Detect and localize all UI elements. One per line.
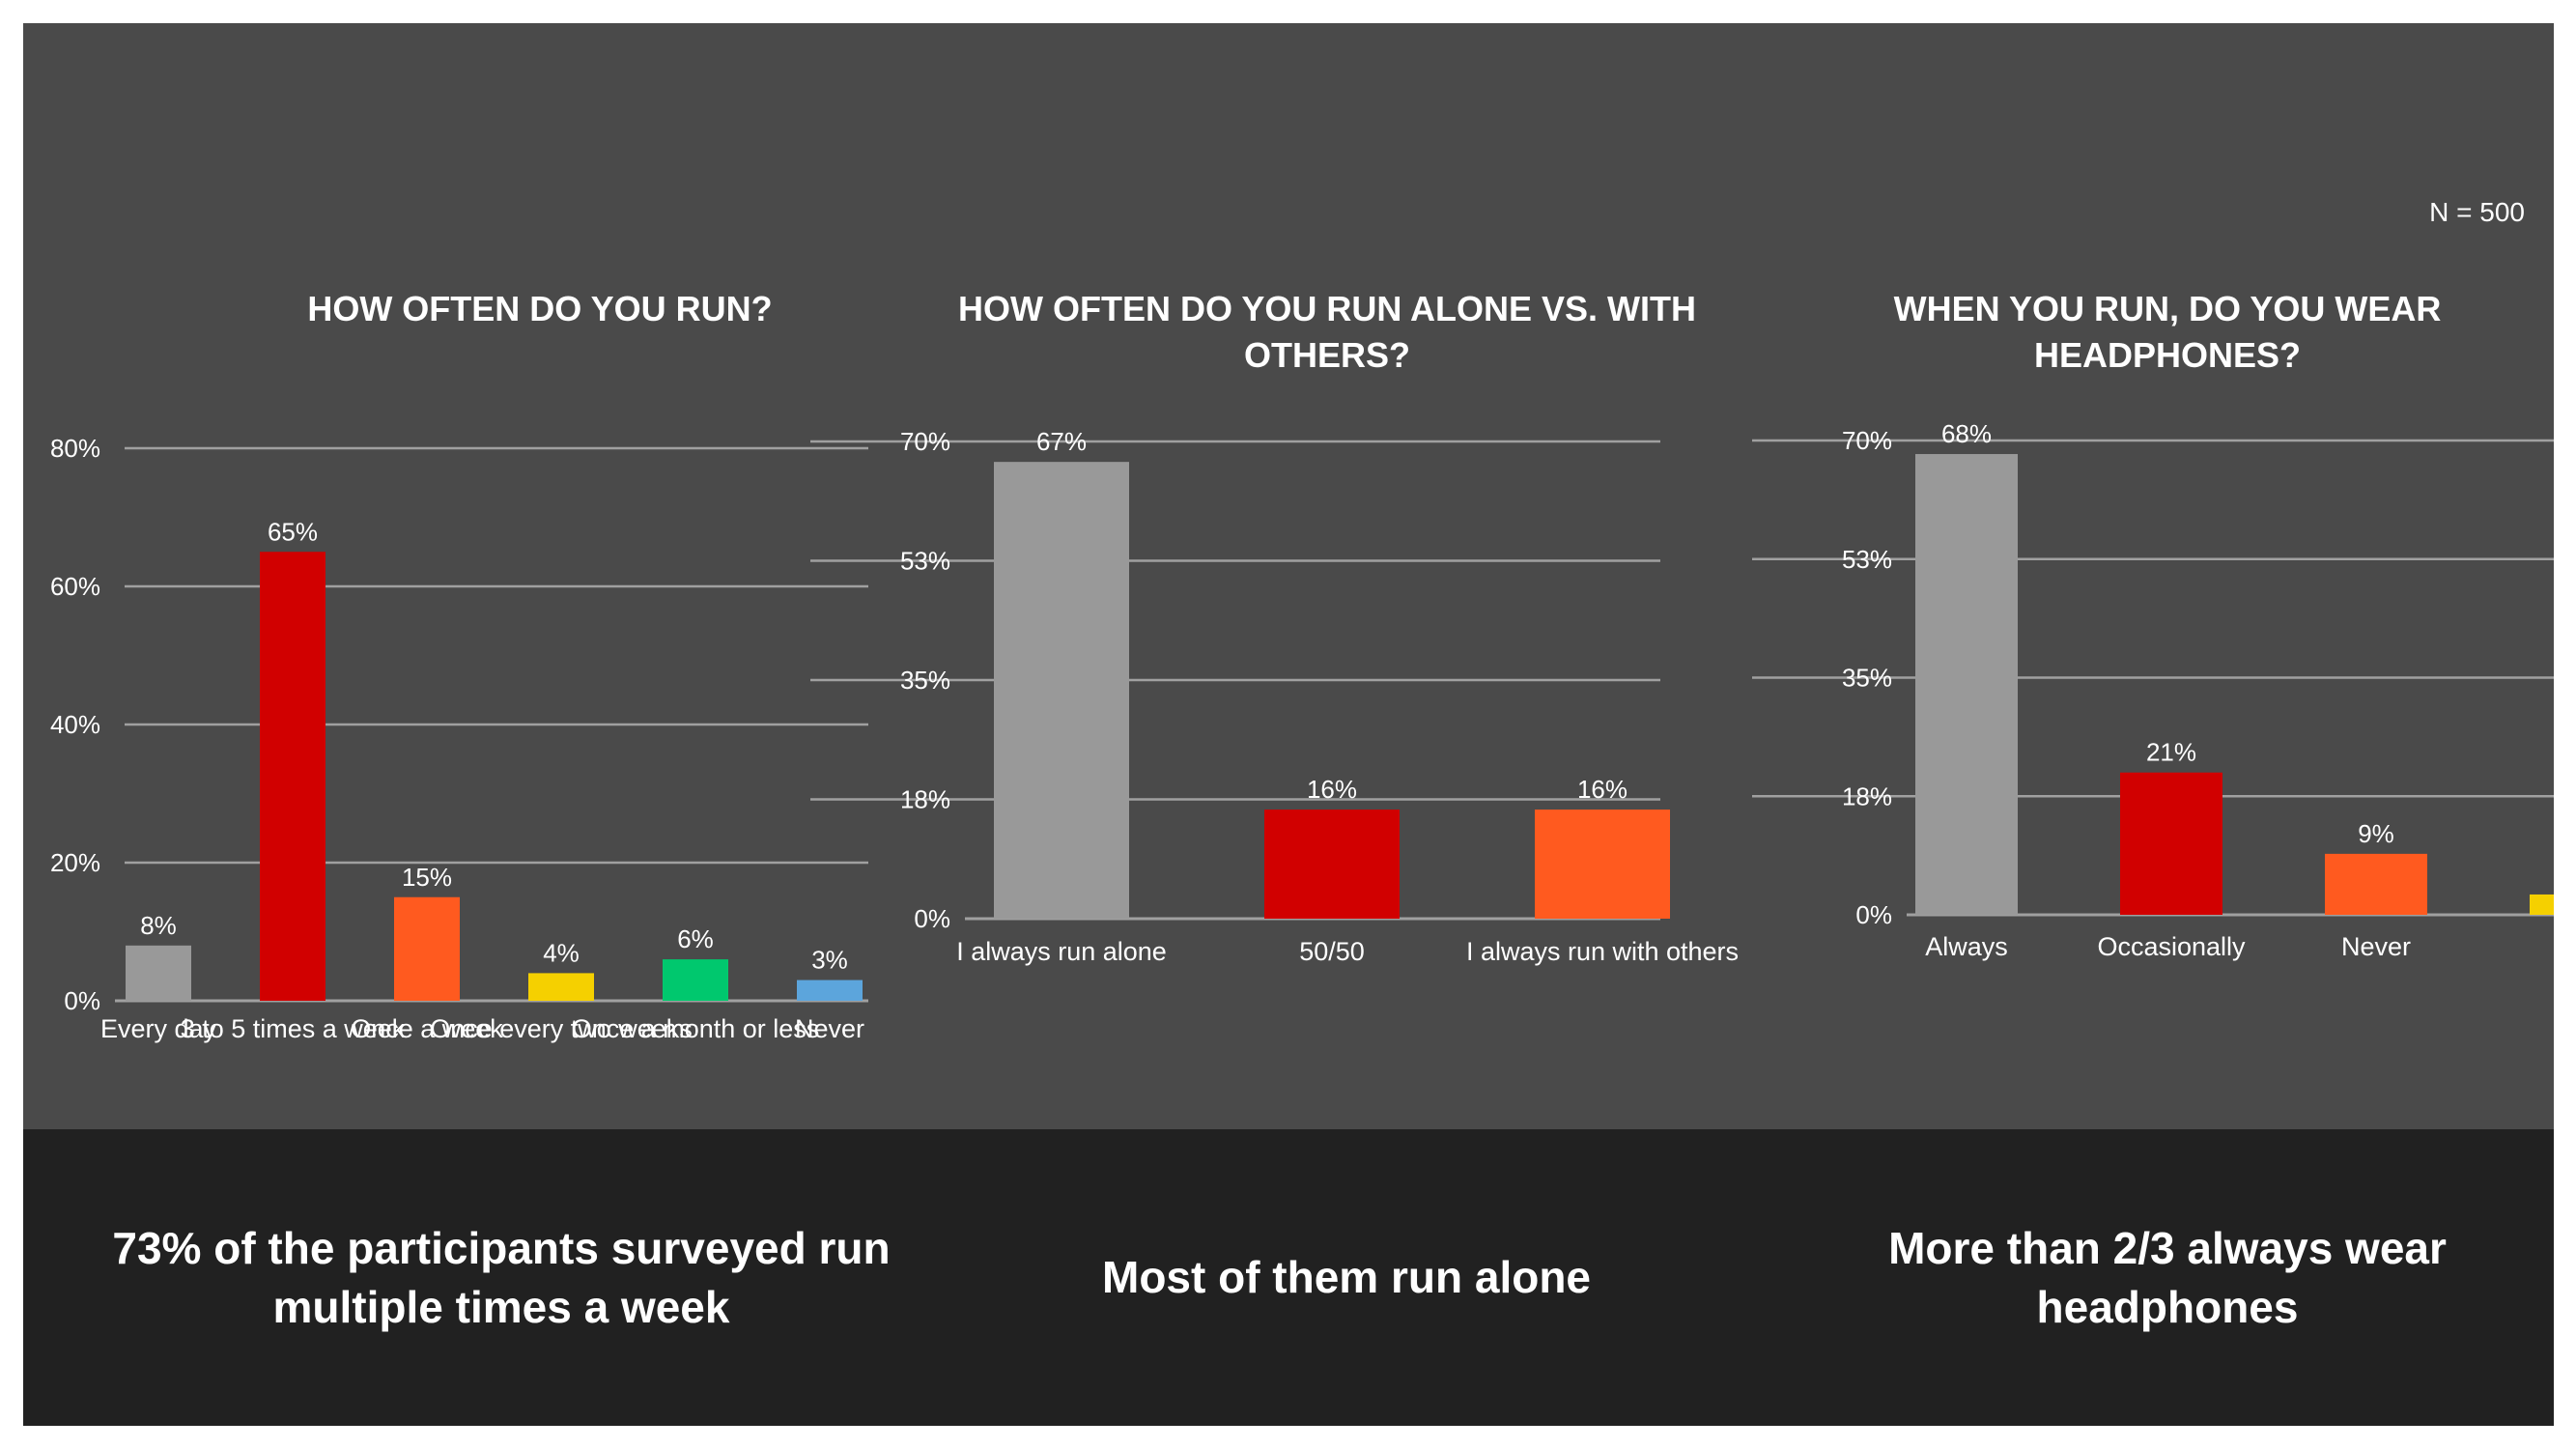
chart-1-bar xyxy=(126,945,191,1001)
chart-3-value-label: 9% xyxy=(2358,819,2394,848)
chart-1-value-label: 4% xyxy=(543,938,580,967)
chart-2-category-label: I always run alone xyxy=(956,937,1167,966)
chart-1-y-tick-label: 80% xyxy=(50,434,100,463)
chart-2-y-tick-label: 35% xyxy=(900,666,950,695)
charts-canvas: 0% 20% 40% 60% 80% 8% Every day 65% 3 to 5 times… xyxy=(50,419,2554,1043)
chart-3-category-label: Always xyxy=(1925,932,2008,961)
chart-3-y-tick-label: 53% xyxy=(1842,545,1892,574)
chart-1-y-tick-label: 0% xyxy=(64,986,100,1015)
chart-3-bar xyxy=(2325,853,2427,915)
chart-3-bar xyxy=(2530,894,2554,915)
chart-3-bar xyxy=(2120,772,2222,915)
chart-3-y-tick-label: 35% xyxy=(1842,664,1892,693)
chart-3-y-tick-label: 0% xyxy=(1855,900,1892,929)
chart-3-title: WHEN YOU RUN, DO YOU WEAR HEADPHONES? xyxy=(1893,289,2442,375)
chart-1-category-label: Once a month or less xyxy=(572,1014,820,1043)
chart-2-value-label: 16% xyxy=(1577,775,1628,804)
chart-1-bar xyxy=(663,959,728,1001)
chart-2-y-tick-label: 53% xyxy=(900,547,950,576)
chart-1-category-label: Once a week xyxy=(351,1014,503,1043)
chart-2-title: HOW OFTEN DO YOU RUN ALONE VS. WITH OTHE… xyxy=(958,289,1696,375)
chart-1-y-tick-label: 60% xyxy=(50,572,100,601)
chart-2-category-label: 50/50 xyxy=(1299,937,1365,966)
chart-1-category-label: 3 to 5 times a week xyxy=(181,1014,406,1043)
chart-3-y-tick-label: 18% xyxy=(1842,781,1892,810)
summary-band: 73% of the participants surveyed run mul… xyxy=(23,1129,2554,1426)
caption-headphones: More than 2/3 always wear headphones xyxy=(1888,1222,2447,1332)
chart-2-y-tick-label: 70% xyxy=(900,427,950,456)
sample-size-label: N = 500 xyxy=(2429,197,2525,227)
chart-2-value-label: 67% xyxy=(1036,427,1087,456)
chart-1-category-label: Once every two weeks xyxy=(430,1014,693,1043)
chart-1-value-label: 3% xyxy=(811,946,848,975)
chart-1-bar xyxy=(394,896,460,1001)
chart-1-value-label: 6% xyxy=(677,924,714,953)
chart-2-bar xyxy=(994,462,1129,919)
caption-run-frequency: 73% of the participants surveyed run mul… xyxy=(112,1222,891,1332)
chart-2-bar xyxy=(1535,810,1670,919)
chart-1-y-tick-label: 40% xyxy=(50,710,100,739)
chart-3-y-tick-label: 70% xyxy=(1842,426,1892,455)
chart-2-value-label: 16% xyxy=(1307,775,1357,804)
chart-1-bar xyxy=(797,980,863,1001)
chart-2-bar xyxy=(1264,810,1400,919)
slide: N = 500 HOW OFTEN DO YOU RUN? HOW OFTEN … xyxy=(23,23,2554,1426)
chart-3-value-label: 21% xyxy=(2146,738,2196,767)
chart-1-bar xyxy=(528,973,594,1001)
chart-1-y-tick-label: 20% xyxy=(50,848,100,877)
chart-1-value-label: 8% xyxy=(140,911,177,940)
caption-run-alone: Most of them run alone xyxy=(1102,1252,1591,1302)
chart-1-category-label: Never xyxy=(795,1014,864,1043)
chart-1-bar xyxy=(260,552,326,1001)
chart-3-bar xyxy=(1915,454,2018,915)
chart-3-value-label: 68% xyxy=(1941,419,1992,448)
chart-1-value-label: 15% xyxy=(402,863,452,892)
chart-1-title: HOW OFTEN DO YOU RUN? xyxy=(307,289,773,328)
chart-2-y-tick-label: 0% xyxy=(914,904,950,933)
chart-2-y-tick-label: 18% xyxy=(900,785,950,814)
chart-3-category-label: Never xyxy=(2341,932,2411,961)
chart-1-category-label: Every day xyxy=(100,1014,217,1043)
chart-1-value-label: 65% xyxy=(268,517,318,546)
chart-3-category-label: Occasionally xyxy=(2097,932,2246,961)
chart-2-category-label: I always run with others xyxy=(1466,937,1739,966)
